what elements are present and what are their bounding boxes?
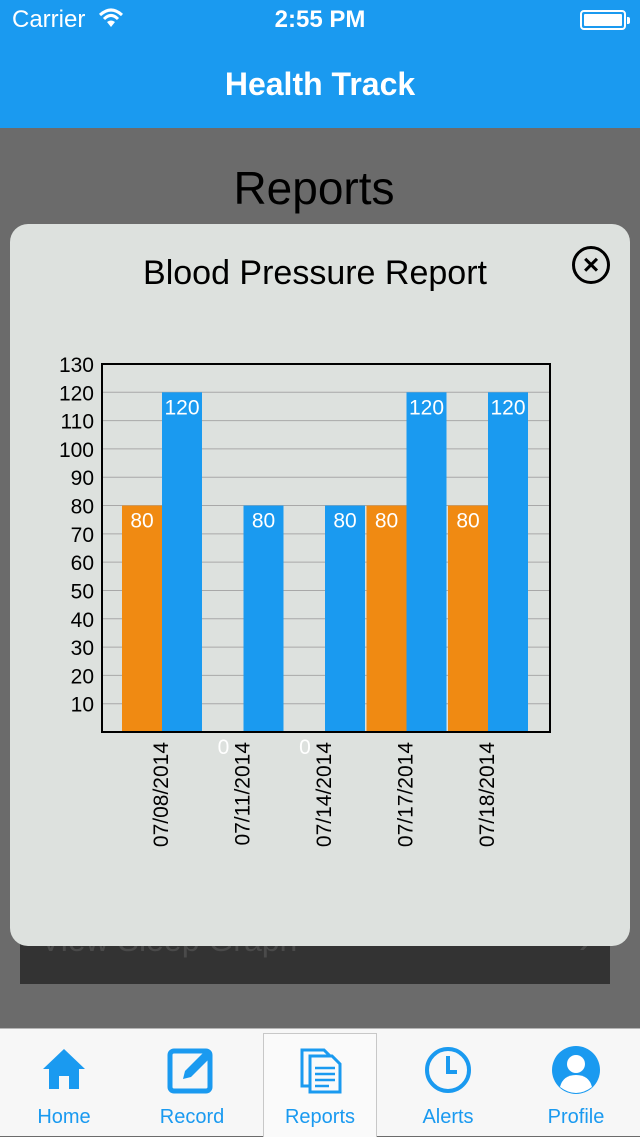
bar-value-label: 80 xyxy=(130,510,153,533)
y-tick-label: 50 xyxy=(71,580,94,603)
bar xyxy=(325,505,365,732)
person-icon xyxy=(552,1046,600,1094)
bar xyxy=(366,505,407,732)
nav-title: Health Track xyxy=(224,66,416,102)
bar-value-label: 120 xyxy=(164,396,199,419)
page-title: Reports xyxy=(233,162,395,214)
status-bar: Carrier 2:55 PM xyxy=(0,0,640,40)
bar-value-label: 80 xyxy=(333,510,356,533)
tab-bar: Home Record Reports Alerts Pr xyxy=(0,1028,640,1137)
y-tick-label: 60 xyxy=(71,552,94,575)
tab-home[interactable]: Home xyxy=(0,1029,128,1137)
home-icon xyxy=(43,1049,85,1089)
tab-profile[interactable]: Profile xyxy=(512,1029,640,1137)
x-tick-label: 07/18/2014 xyxy=(476,742,499,847)
y-tick-label: 70 xyxy=(71,524,94,547)
bar-value-label: 80 xyxy=(252,510,275,533)
bar xyxy=(448,505,488,732)
tab-reports[interactable]: Reports xyxy=(263,1033,377,1137)
bar-value-label: 80 xyxy=(375,510,398,533)
battery-icon xyxy=(580,10,630,30)
y-tick-label: 130 xyxy=(59,354,94,377)
tab-profile-label: Profile xyxy=(547,1106,605,1128)
y-tick-label: 120 xyxy=(59,382,94,405)
wifi-icon xyxy=(98,0,124,53)
close-icon[interactable]: × xyxy=(572,246,610,284)
bar-value-label: 0 xyxy=(299,736,311,759)
bar-value-label: 120 xyxy=(490,396,525,419)
y-tick-label: 100 xyxy=(59,439,94,462)
bar xyxy=(243,505,284,732)
top-bar: Carrier 2:55 PM Health Track xyxy=(0,0,640,128)
plot-frame xyxy=(101,363,551,733)
y-tick-label: 20 xyxy=(71,665,94,688)
documents-icon xyxy=(300,1048,342,1094)
x-tick-label: 07/11/2014 xyxy=(232,742,255,846)
report-modal: Blood Pressure Report × 10 20 30 40 50 60 70 80… xyxy=(10,224,630,946)
clock-icon xyxy=(425,1047,471,1093)
y-tick-label: 80 xyxy=(71,496,94,519)
x-tick-label: 07/17/2014 xyxy=(395,742,418,847)
y-tick-label: 30 xyxy=(71,637,94,660)
bar-chart: 10 20 30 40 50 60 70 80 90 100 110 120 130 80 120 07/08… xyxy=(59,354,551,847)
y-tick-label: 10 xyxy=(71,694,94,717)
modal-title: Blood Pressure Report xyxy=(143,254,487,292)
x-tick-label: 07/08/2014 xyxy=(150,742,173,847)
tab-alerts[interactable]: Alerts xyxy=(384,1029,512,1137)
bar xyxy=(488,392,528,732)
tab-home-label: Home xyxy=(37,1106,91,1128)
status-time: 2:55 PM xyxy=(274,6,366,33)
bar-value-label: 0 xyxy=(218,736,230,759)
bar xyxy=(406,392,447,732)
tab-record[interactable]: Record xyxy=(128,1029,256,1137)
edit-icon xyxy=(167,1048,213,1094)
tab-alerts-label: Alerts xyxy=(422,1106,474,1128)
bar xyxy=(162,392,202,732)
y-tick-label: 40 xyxy=(71,609,94,632)
y-tick-label: 110 xyxy=(61,411,94,434)
x-tick-label: 07/14/2014 xyxy=(313,742,336,847)
carrier-label: Carrier xyxy=(12,6,86,33)
bar-value-label: 120 xyxy=(409,396,444,419)
y-tick-label: 90 xyxy=(71,467,94,490)
tab-record-label: Record xyxy=(159,1106,225,1128)
bar xyxy=(122,505,162,732)
bar-value-label: 80 xyxy=(456,510,479,533)
tab-reports-label: Reports xyxy=(284,1106,356,1128)
